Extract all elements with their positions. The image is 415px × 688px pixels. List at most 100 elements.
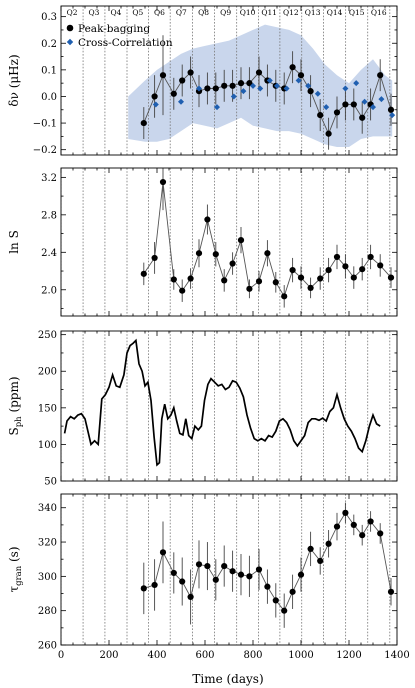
panel-frame — [60, 330, 398, 482]
data-point — [212, 85, 219, 92]
y-tick-label: 320 — [38, 538, 57, 549]
data-point — [246, 573, 253, 580]
quarter-label: Q15 — [349, 8, 365, 17]
y-tick-label: 280 — [38, 606, 57, 617]
data-point — [140, 119, 147, 127]
y-tick-label: 300 — [38, 572, 57, 583]
data-point — [264, 583, 271, 590]
panel-sph: 50 100 150 200 250 Sph (ppm) — [7, 330, 398, 488]
y-tick-label: 100 — [38, 440, 57, 451]
cross-correlation-point — [353, 80, 360, 87]
data-point — [204, 216, 211, 223]
data-point — [255, 278, 263, 285]
quarter-label: Q7 — [176, 8, 187, 17]
y-tick-label: 260 — [38, 641, 57, 652]
x-axis-title: Time (days) — [192, 672, 263, 686]
data-point — [212, 251, 219, 258]
data-point — [237, 571, 245, 578]
y-tick-label: 340 — [38, 503, 57, 514]
data-point — [387, 106, 395, 113]
data-point — [325, 130, 332, 137]
data-point — [350, 521, 357, 528]
data-point — [151, 93, 158, 100]
x-tick-label: 800 — [243, 650, 262, 661]
cross-correlation-point — [378, 96, 385, 103]
data-point — [237, 237, 245, 244]
data-point — [317, 111, 324, 119]
data-point — [317, 557, 324, 565]
data-point — [359, 114, 366, 121]
data-point — [221, 82, 228, 89]
panel-frequency-shift: −0.2 −0.1 0.0 0.1 0.2 0.3 δν (μHz) Q2 Q3 Q4 Q5 Q6 Q7… — [7, 5, 398, 156]
quarter-label: Q2 — [67, 8, 78, 17]
data-point — [179, 578, 186, 585]
cross-correlation-point — [178, 98, 184, 105]
data-point — [289, 588, 296, 595]
x-tick-label: 200 — [99, 650, 118, 661]
x-tick-label: 1200 — [336, 650, 361, 661]
y-tick-label: 150 — [38, 403, 57, 414]
quarter-label: Q11 — [261, 8, 277, 17]
data-point — [170, 569, 177, 577]
data-point — [140, 270, 147, 277]
cross-correlation-point — [283, 85, 290, 92]
cross-correlation-point — [389, 112, 396, 119]
data-point — [170, 276, 177, 283]
data-point — [212, 576, 219, 583]
quarter-label: Q8 — [198, 8, 209, 17]
quarter-label: Q6 — [154, 8, 165, 17]
data-point — [333, 253, 341, 261]
data-point — [377, 530, 384, 537]
y-tick-label: 0.0 — [41, 92, 57, 103]
cross-correlation-point — [314, 90, 321, 97]
panel-ln-s: 2.0 2.4 2.8 3.2 ln S — [7, 167, 398, 317]
plot-area — [61, 6, 396, 155]
cross-correlation-point — [266, 77, 273, 84]
cross-correlation-point — [250, 82, 256, 89]
y-axis-title: ln S — [7, 230, 21, 254]
data-point — [342, 263, 349, 270]
y-tick-label: 2.4 — [41, 248, 57, 259]
x-tick-label: 600 — [195, 650, 214, 661]
y-tick-label: 0.2 — [41, 39, 57, 50]
data-point — [179, 77, 186, 84]
data-point — [387, 588, 395, 595]
y-tick-label: 50 — [44, 477, 57, 488]
data-point — [255, 566, 263, 573]
data-point — [325, 267, 332, 274]
data-point — [151, 254, 158, 262]
cross-correlation-point — [342, 85, 349, 92]
data-point — [350, 274, 357, 281]
data-point — [342, 509, 349, 516]
quarter-label: Q14 — [327, 8, 343, 17]
quarter-label: Q4 — [110, 8, 121, 17]
quarter-label: Q13 — [305, 8, 321, 17]
cross-correlation-point — [196, 85, 202, 92]
y-tick-label: 0.3 — [41, 12, 57, 23]
cross-correlation-point — [323, 104, 330, 111]
legend: Peak-bagging Cross-Correlation — [66, 23, 173, 49]
legend-marker-cross-correlation — [66, 38, 74, 46]
panel-frame — [60, 167, 398, 317]
data-point — [246, 80, 253, 87]
y-tick-label: 2.0 — [41, 285, 57, 296]
quarter-label: Q12 — [283, 8, 299, 17]
cross-correlation-point — [295, 77, 302, 84]
plot-area — [61, 494, 395, 645]
data-point — [204, 85, 211, 92]
y-tick-label: −0.1 — [33, 119, 57, 130]
data-point — [159, 72, 167, 79]
cross-correlation-point — [152, 101, 159, 108]
y-axis-title: Sph (ppm) — [7, 376, 24, 435]
y-tick-label: −0.2 — [33, 145, 57, 156]
data-point — [377, 72, 384, 79]
y-axis-title: δν (μHz) — [7, 54, 21, 106]
data-point — [281, 607, 288, 614]
plot-area — [61, 168, 395, 316]
data-point — [140, 585, 147, 592]
x-tick-label: 1400 — [384, 650, 409, 661]
cross-correlation-point — [230, 93, 237, 100]
y-tick-label: 250 — [38, 330, 57, 341]
y-tick-label: 0.1 — [41, 65, 57, 76]
series-line — [63, 338, 381, 467]
